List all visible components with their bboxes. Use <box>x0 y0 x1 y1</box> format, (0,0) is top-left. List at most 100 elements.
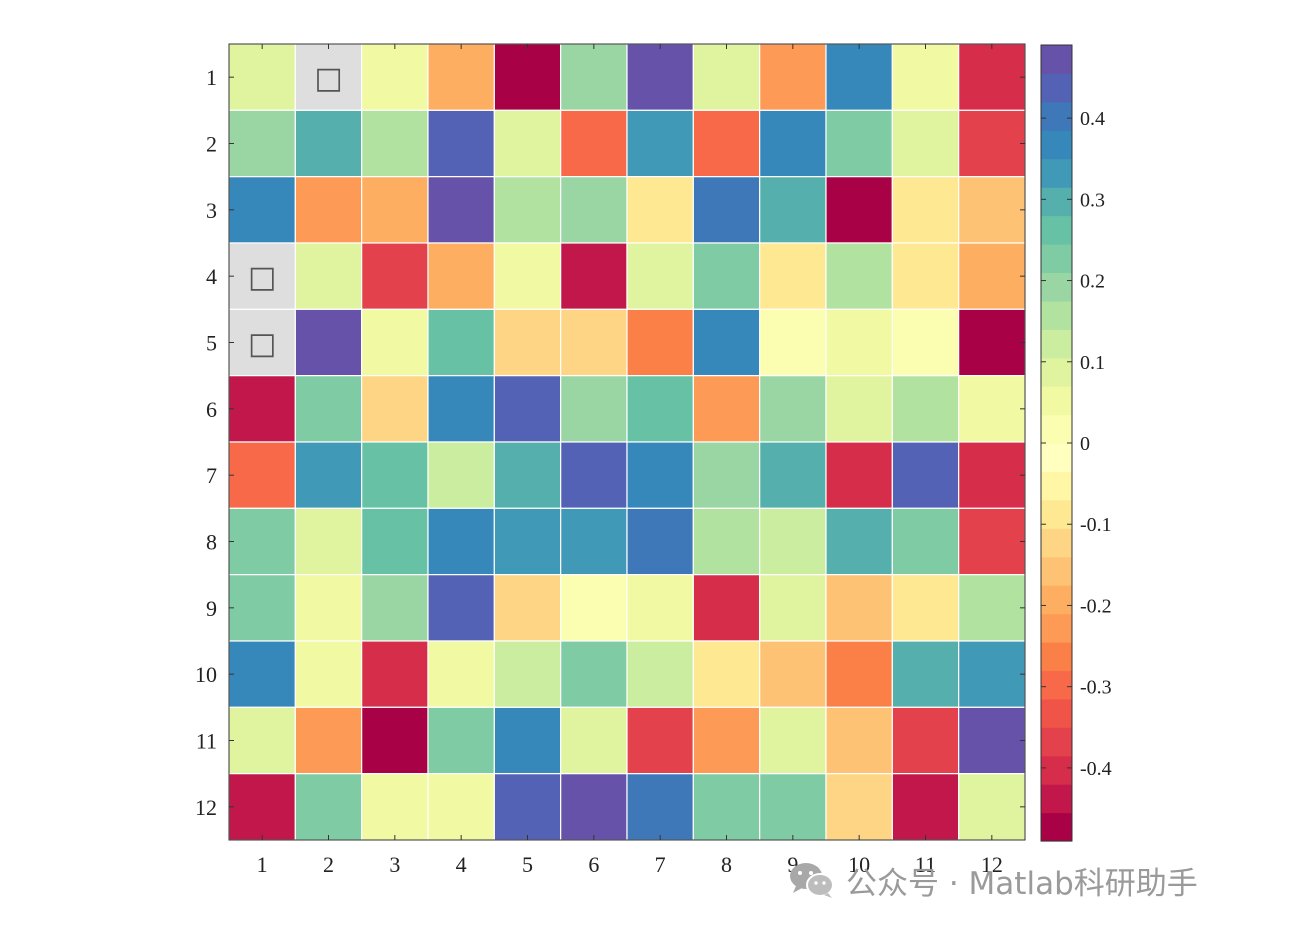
missing-marker: □ <box>314 61 342 96</box>
colorbar-segment <box>1041 158 1072 188</box>
heatmap-cell <box>560 706 628 775</box>
colorbar-segment <box>1041 357 1072 387</box>
heatmap-cell <box>958 441 1026 509</box>
heatmap-cell <box>294 242 363 310</box>
y-tick-label: 11 <box>196 729 217 754</box>
heatmap-cell <box>692 242 761 310</box>
heatmap-cell <box>361 574 429 642</box>
heatmap-cell <box>427 176 495 244</box>
colorbar-tick-label: 0.3 <box>1080 189 1105 211</box>
colorbar-segment <box>1041 755 1072 785</box>
colorbar-segment <box>1041 642 1072 672</box>
heatmap-cell <box>958 43 1026 111</box>
heatmap-cell <box>759 176 827 244</box>
heatmap-cell <box>759 640 827 708</box>
colorbar-segment <box>1041 272 1072 302</box>
colorbar-segment <box>1041 187 1072 217</box>
colorbar-tick-label: 0.2 <box>1080 271 1105 293</box>
colorbar-tick-label: -0.2 <box>1080 595 1112 617</box>
heatmap-cell <box>427 640 495 708</box>
x-tick-label: 6 <box>588 852 599 877</box>
colorbar-segment <box>1041 471 1072 501</box>
x-tick-label: 2 <box>323 852 334 877</box>
colorbar-segment <box>1041 130 1072 160</box>
heatmap-cell <box>294 308 363 377</box>
heatmap-cell <box>228 507 296 576</box>
colorbar-tick-label: 0.1 <box>1080 352 1105 374</box>
x-tick-label: 7 <box>655 852 666 877</box>
x-tick-label: 12 <box>981 852 1003 877</box>
heatmap-cell <box>626 706 694 775</box>
heatmap-cell <box>228 43 296 111</box>
y-tick-label: 1 <box>206 65 217 90</box>
heatmap-cell <box>692 441 761 509</box>
x-tick-label: 4 <box>456 852 467 877</box>
colorbar-segment <box>1041 812 1072 842</box>
missing-cell <box>294 43 363 111</box>
x-tick-label: 3 <box>389 852 400 877</box>
colorbar-segment <box>1041 613 1072 643</box>
heatmap-cell <box>692 574 761 642</box>
heatmap-cell <box>361 507 429 576</box>
heatmap-cell <box>958 375 1026 443</box>
colorbar-segment <box>1041 45 1072 75</box>
heatmap-cell <box>361 308 429 377</box>
colorbar <box>1040 44 1073 842</box>
heatmap-cell <box>560 109 628 178</box>
heatmap-cell <box>493 441 562 509</box>
heatmap-cell <box>493 706 562 775</box>
heatmap-cell <box>361 242 429 310</box>
heatmap-cell <box>692 773 761 841</box>
heatmap-cell <box>294 176 363 244</box>
y-tick-label: 6 <box>206 397 217 422</box>
heatmap-cell <box>427 375 495 443</box>
heatmap-cell <box>759 375 827 443</box>
heatmap-cell <box>825 773 893 841</box>
heatmap-cell <box>560 773 628 841</box>
missing-cell <box>228 308 296 377</box>
heatmap-cell <box>825 109 893 178</box>
heatmap-cell <box>958 308 1026 377</box>
heatmap-cell <box>759 242 827 310</box>
heatmap-cell <box>692 43 761 111</box>
heatmap-cell <box>759 773 827 841</box>
heatmap-cell <box>692 507 761 576</box>
x-tick-label: 5 <box>522 852 533 877</box>
heatmap-cell <box>493 640 562 708</box>
x-tick-label: 9 <box>787 852 798 877</box>
heatmap-cell <box>891 706 960 775</box>
heatmap-cell <box>891 242 960 310</box>
heatmap-cells <box>228 43 1026 841</box>
heatmap-cell <box>493 308 562 377</box>
heatmap-cell <box>228 176 296 244</box>
heatmap-cell <box>759 109 827 178</box>
heatmap-cell <box>825 706 893 775</box>
wechat-icon <box>788 860 836 900</box>
heatmap-cell <box>361 441 429 509</box>
colorbar-segment <box>1041 784 1072 814</box>
heatmap-cell <box>427 441 495 509</box>
heatmap-cell <box>759 706 827 775</box>
heatmap-cell <box>560 176 628 244</box>
heatmap-cell <box>626 640 694 708</box>
x-tick-labels: 1 2 3 4 5 6 7 8 9 10 11 12 <box>257 852 1003 877</box>
colorbar-tick-label: -0.3 <box>1080 677 1112 699</box>
heatmap-cell <box>891 640 960 708</box>
heatmap-cell <box>626 43 694 111</box>
heatmap-cell <box>493 109 562 178</box>
y-tick-label: 8 <box>206 530 217 555</box>
y-tick-label: 10 <box>195 662 217 687</box>
colorbar-segment <box>1041 300 1072 330</box>
heatmap-cell <box>891 109 960 178</box>
heatmap-cell <box>361 176 429 244</box>
heatmap-cell <box>626 308 694 377</box>
colorbar-segment <box>1041 670 1072 700</box>
colorbar-segment <box>1041 101 1072 131</box>
watermark: 公众号 · Matlab科研助手 <box>788 858 1198 902</box>
heatmap-cell <box>626 574 694 642</box>
heatmap-cell <box>560 574 628 642</box>
colorbar-segment <box>1041 698 1072 728</box>
heatmap-cell <box>958 574 1026 642</box>
colorbar-tick-label: 0.4 <box>1080 108 1105 130</box>
